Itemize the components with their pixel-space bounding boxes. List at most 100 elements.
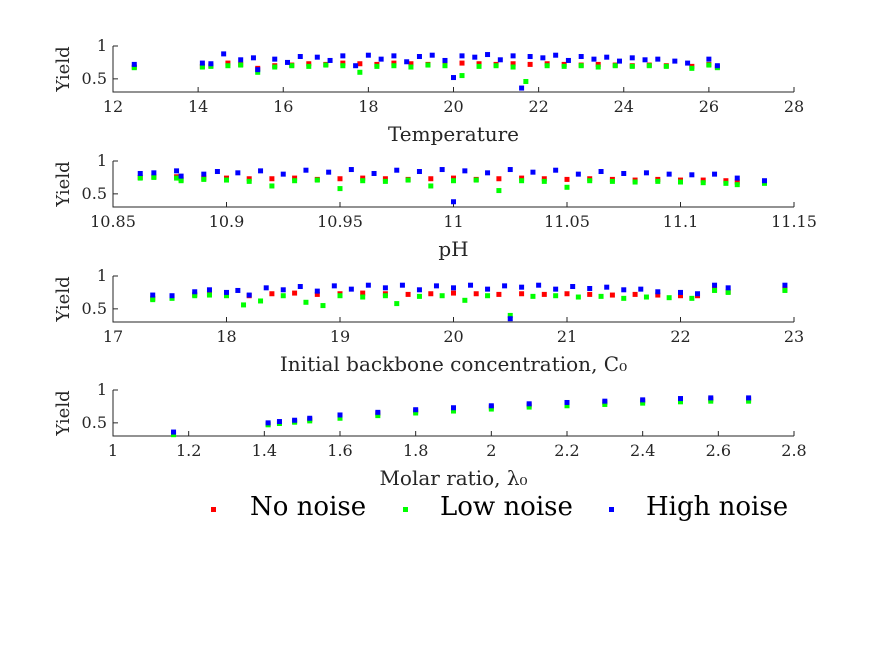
data-point-low-noise (241, 302, 247, 308)
data-point-low-noise (206, 292, 212, 298)
series-high-noise (171, 395, 752, 435)
x-tick-label: 20 (443, 97, 463, 116)
x-tick-label: 20 (443, 327, 463, 346)
data-point-no-noise (225, 60, 231, 66)
data-point-low-noise (192, 293, 198, 299)
data-point-low-noise (530, 293, 536, 299)
data-point-high-noise (451, 285, 456, 291)
data-point-low-noise (255, 69, 261, 75)
legend-label-no-noise: No noise (250, 492, 366, 522)
data-point-high-noise (564, 399, 570, 405)
x-tick-label: 11.15 (771, 212, 817, 231)
x-tick-label: 22 (528, 97, 548, 116)
data-point-low-noise (723, 180, 729, 186)
data-point-low-noise (280, 293, 286, 299)
data-point-high-noise (131, 61, 137, 67)
data-point-high-noise (451, 75, 456, 81)
data-point-low-noise (314, 177, 320, 183)
data-point-high-noise (575, 171, 581, 177)
data-point-high-noise (394, 167, 400, 173)
x-tick-label: 18 (216, 327, 236, 346)
data-point-low-noise (646, 63, 652, 69)
subplot-2: 10.85 10.9 10.95 11 11.05 11.1 11.15 0.5 1 pH Yiel… (53, 151, 817, 261)
data-point-high-noise (485, 286, 491, 292)
data-point-high-noise (326, 169, 332, 175)
data-point-low-noise (382, 178, 388, 184)
data-point-low-noise (360, 294, 366, 300)
y-tick-label: 1 (97, 151, 107, 170)
x-tick-label: 1.6 (327, 441, 352, 460)
data-point-high-noise (178, 173, 184, 179)
data-point-low-noise (174, 175, 180, 181)
data-point-no-noise (306, 61, 312, 67)
y-tick-label: 0.5 (82, 413, 107, 432)
data-point-low-noise (150, 297, 156, 303)
data-point-high-noise (578, 54, 584, 60)
data-point-high-noise (348, 167, 354, 173)
data-point-no-noise (496, 291, 502, 297)
data-point-high-noise (375, 409, 381, 415)
data-point-low-noise (629, 63, 635, 69)
data-point-high-noise (507, 316, 513, 322)
data-point-high-noise (459, 53, 465, 59)
data-point-low-noise (663, 63, 669, 69)
x-tick-label: 1.4 (252, 441, 277, 460)
data-point-low-noise (612, 63, 618, 69)
data-point-low-noise (526, 404, 532, 410)
data-point-high-noise (280, 287, 286, 293)
data-point-low-noise (451, 178, 456, 184)
data-point-low-noise (337, 415, 343, 421)
data-point-high-noise (246, 292, 252, 298)
data-point-high-noise (442, 57, 448, 63)
data-point-low-noise (413, 410, 419, 416)
data-point-no-noise (510, 61, 516, 67)
data-point-low-noise (609, 178, 615, 184)
data-point-low-noise (258, 298, 264, 304)
data-point-low-noise (493, 63, 499, 69)
data-point-high-noise (553, 52, 559, 58)
data-point-low-noise (289, 63, 295, 69)
data-point-low-noise (523, 78, 529, 84)
data-point-high-noise (591, 56, 597, 62)
data-point-high-noise (263, 285, 269, 291)
x-tick-label: 18 (358, 97, 378, 116)
data-point-high-noise (272, 56, 278, 62)
data-point-low-noise (782, 287, 788, 293)
x-axis-label: Molar ratio, λ₀ (379, 466, 527, 490)
data-point-no-noise (527, 61, 533, 67)
data-point-high-noise (685, 60, 691, 66)
data-point-low-noise (734, 182, 740, 188)
data-point-high-noise (689, 172, 695, 178)
data-point-high-noise (712, 171, 718, 177)
data-point-high-noise (502, 283, 508, 289)
y-tick-label: 0.5 (82, 299, 107, 318)
data-point-high-noise (137, 170, 143, 176)
x-tick-label: 14 (188, 97, 208, 116)
data-point-low-noise (621, 295, 627, 301)
data-point-no-noise (451, 175, 456, 181)
legend-marker-high-noise (609, 507, 614, 512)
data-point-high-noise (265, 420, 271, 426)
data-point-high-noise (602, 398, 608, 404)
data-point-low-noise (246, 178, 252, 184)
data-point-no-noise (405, 291, 411, 297)
data-point-high-noise (519, 284, 525, 290)
data-point-low-noise (337, 186, 343, 192)
x-tick-label: 2.8 (781, 441, 806, 460)
data-point-high-noise (292, 417, 298, 423)
data-point-high-noise (587, 285, 593, 291)
data-point-high-noise (235, 287, 241, 293)
data-point-no-noise (246, 176, 252, 182)
data-point-low-noise (224, 177, 229, 183)
data-point-no-noise (541, 291, 547, 297)
data-point-high-noise (416, 287, 422, 293)
data-point-low-noise (425, 62, 431, 68)
data-point-high-noise (638, 286, 644, 292)
data-point-high-noise (530, 169, 536, 175)
data-point-high-noise (169, 293, 175, 299)
x-tick-label: 23 (784, 327, 804, 346)
data-point-high-noise (734, 175, 740, 181)
data-point-no-noise (473, 291, 479, 297)
data-point-high-noise (314, 54, 320, 60)
